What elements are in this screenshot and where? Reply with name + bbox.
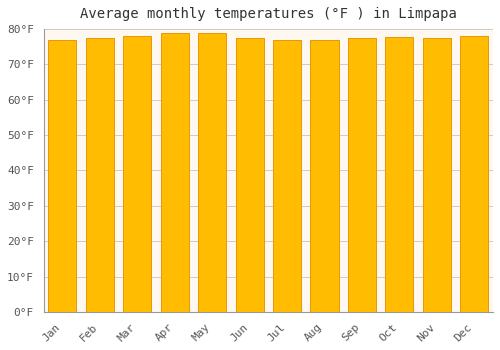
Bar xyxy=(86,38,114,312)
Bar xyxy=(123,36,152,312)
Bar xyxy=(273,40,301,312)
Bar xyxy=(48,40,76,312)
Bar xyxy=(160,33,189,312)
Bar xyxy=(198,33,226,312)
Bar xyxy=(386,37,413,312)
Bar xyxy=(460,36,488,312)
Bar xyxy=(423,38,451,312)
Bar xyxy=(236,38,264,312)
Bar xyxy=(310,40,338,312)
Bar xyxy=(348,38,376,312)
Title: Average monthly temperatures (°F ) in Limpapa: Average monthly temperatures (°F ) in Li… xyxy=(80,7,457,21)
